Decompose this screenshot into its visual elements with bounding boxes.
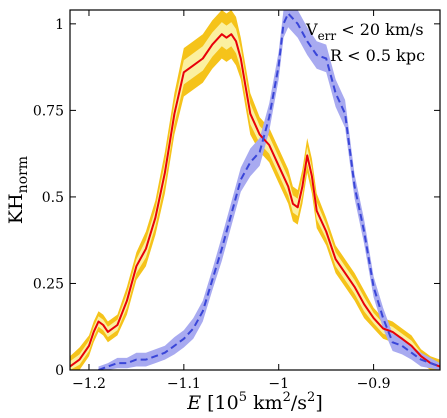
y-tick-label: 1	[55, 17, 64, 33]
series-0-band-inner	[70, 22, 440, 370]
plot-frame	[69, 9, 441, 371]
series-1-line	[98, 12, 440, 370]
y-axis-title: KHnorm	[5, 156, 31, 224]
x-tick-label: −1.1	[167, 376, 201, 392]
annotation-radius: R < 0.5 kpc	[330, 46, 425, 65]
y-tick-label: 0.75	[33, 103, 64, 119]
y-tick-label: 0.5	[42, 190, 64, 206]
x-axis-title: E [105 km2/s2]	[186, 390, 323, 414]
uncertainty-bands	[70, 10, 440, 370]
series-lines	[70, 12, 440, 370]
y-tick-label: 0	[55, 363, 64, 379]
annotation-verr: Verr < 20 km/s	[305, 20, 424, 43]
axis-ticks: −1.2 −1.1 −1 −0.9 0 0.25 0.5 0.75 1	[33, 10, 440, 392]
x-tick-label: −0.9	[357, 376, 391, 392]
series-0-line	[70, 33, 440, 368]
y-tick-label: 0.25	[33, 276, 64, 292]
x-tick-label: −1	[268, 376, 289, 392]
x-tick-label: −1.2	[72, 376, 106, 392]
